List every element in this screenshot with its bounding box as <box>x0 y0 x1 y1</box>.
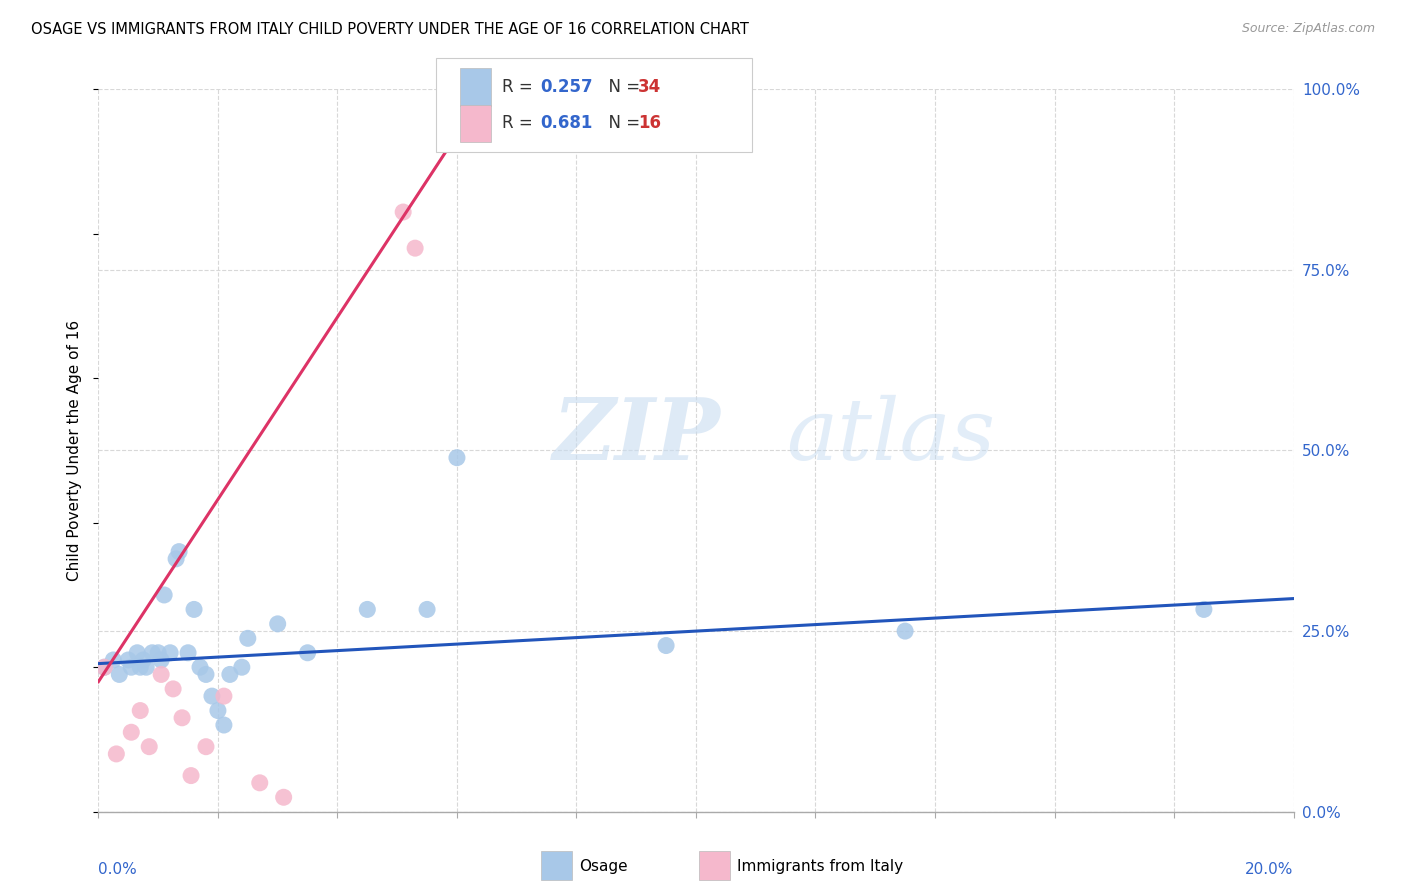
Point <box>150 653 173 667</box>
Point <box>894 624 917 639</box>
Y-axis label: Child Poverty Under the Age of 16: Child Poverty Under the Age of 16 <box>67 320 83 581</box>
Point <box>105 747 128 761</box>
Point <box>267 616 290 631</box>
Point <box>159 646 181 660</box>
Point <box>416 602 439 616</box>
Text: atlas: atlas <box>786 394 994 477</box>
Point <box>212 689 235 703</box>
Text: R =: R = <box>502 78 538 95</box>
Text: 20.0%: 20.0% <box>1246 863 1294 878</box>
Point <box>183 602 205 616</box>
Text: ZIP: ZIP <box>553 394 720 478</box>
Text: Source: ZipAtlas.com: Source: ZipAtlas.com <box>1241 22 1375 36</box>
Text: R =: R = <box>502 114 538 132</box>
Point <box>150 667 173 681</box>
Point <box>231 660 253 674</box>
Point <box>273 790 295 805</box>
Point <box>236 632 259 646</box>
Point <box>138 739 160 754</box>
Point <box>93 660 115 674</box>
Point <box>129 660 152 674</box>
Point <box>165 551 187 566</box>
Point <box>207 704 229 718</box>
Point <box>167 544 190 558</box>
Point <box>249 776 271 790</box>
Point <box>93 660 115 674</box>
Text: N =: N = <box>598 78 645 95</box>
Point <box>212 718 235 732</box>
Text: N =: N = <box>598 114 645 132</box>
Point <box>162 681 184 696</box>
Text: 0.257: 0.257 <box>540 78 592 95</box>
Point <box>201 689 224 703</box>
Point <box>578 96 600 111</box>
Point <box>392 205 415 219</box>
Point <box>1192 602 1215 616</box>
Point <box>180 769 202 783</box>
Point <box>446 450 468 465</box>
Point <box>135 660 157 674</box>
Text: 0.0%: 0.0% <box>98 863 138 878</box>
Point <box>195 739 218 754</box>
Text: 0.681: 0.681 <box>540 114 592 132</box>
Point <box>177 646 200 660</box>
Point <box>129 704 152 718</box>
Point <box>103 653 125 667</box>
Point <box>120 660 142 674</box>
Point <box>153 588 176 602</box>
Point <box>356 602 378 616</box>
Point <box>127 646 149 660</box>
Point <box>148 646 170 660</box>
Point <box>117 653 139 667</box>
Point <box>172 711 194 725</box>
Text: 34: 34 <box>638 78 662 95</box>
Point <box>120 725 142 739</box>
Point <box>655 639 678 653</box>
Point <box>132 653 155 667</box>
Point <box>195 667 218 681</box>
Point <box>404 241 426 255</box>
Point <box>188 660 211 674</box>
Text: 16: 16 <box>638 114 661 132</box>
Point <box>108 667 131 681</box>
Point <box>219 667 242 681</box>
Point <box>297 646 319 660</box>
Text: OSAGE VS IMMIGRANTS FROM ITALY CHILD POVERTY UNDER THE AGE OF 16 CORRELATION CHA: OSAGE VS IMMIGRANTS FROM ITALY CHILD POV… <box>31 22 749 37</box>
Text: Osage: Osage <box>579 859 628 873</box>
Text: Immigrants from Italy: Immigrants from Italy <box>737 859 903 873</box>
Point <box>141 646 163 660</box>
